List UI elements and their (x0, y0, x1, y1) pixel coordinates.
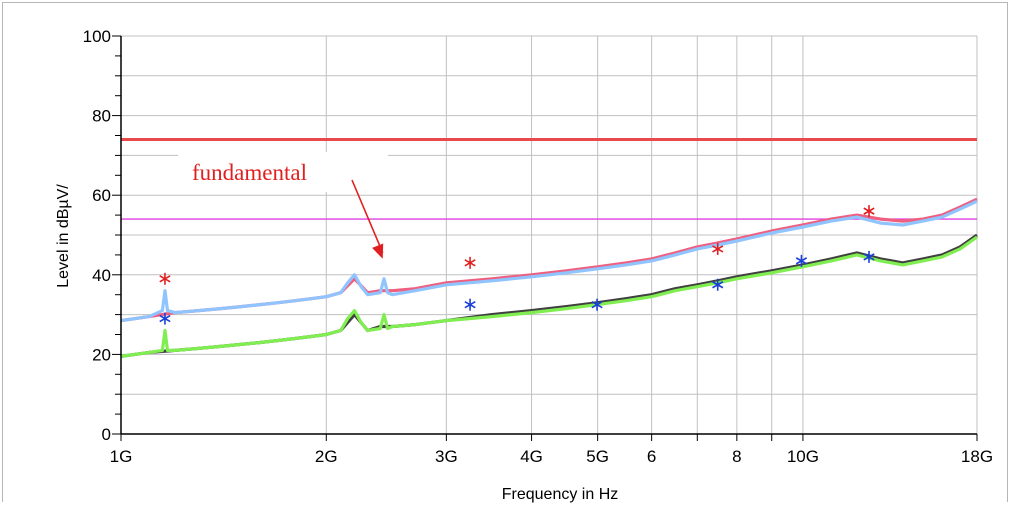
series-line-2 (120, 199, 978, 323)
annotation-background (178, 152, 388, 192)
marker-stroke (159, 314, 171, 323)
x-tick-label: 1G (110, 447, 133, 466)
annotation-arrow-head (372, 243, 384, 259)
marker-stroke (464, 300, 476, 309)
tick-labels: 0 20 40 60 80 100 1G 2G 3G 4G 5G 6 8 10G 18G (83, 27, 993, 466)
annotation-group: fundamental (178, 152, 388, 259)
marker-stroke (863, 207, 875, 215)
marker-asterisk (712, 278, 724, 291)
peak-markers (159, 205, 875, 325)
marker-stroke (591, 300, 603, 309)
annotation-text: fundamental (192, 160, 307, 185)
axes (112, 35, 978, 441)
y-tick-label: 0 (102, 425, 111, 444)
x-tick-label: 6 (647, 447, 656, 466)
x-tick-label: 8 (732, 447, 741, 466)
marker-asterisk (159, 312, 171, 325)
marker-asterisk (863, 250, 875, 263)
marker-asterisk (795, 254, 808, 267)
x-tick-label: 5G (586, 447, 609, 466)
marker-asterisk (464, 298, 476, 311)
series-line-4 (120, 235, 978, 358)
x-tick-label: 4G (520, 447, 543, 466)
marker-asterisk (712, 242, 724, 255)
y-tick-label: 100 (83, 27, 111, 46)
y-tick-label: 40 (92, 266, 111, 285)
marker-stroke (863, 253, 875, 261)
y-tick-label: 20 (92, 345, 111, 364)
annotation-arrow-line (351, 179, 384, 254)
series-line-3 (120, 233, 978, 358)
marker-stroke (795, 257, 808, 265)
marker-stroke (464, 259, 476, 267)
marker-stroke (159, 275, 171, 283)
marker-asterisk (159, 272, 171, 285)
x-tick-label: 18G (961, 447, 993, 466)
marker-asterisk (863, 205, 875, 218)
x-tick-label: 3G (435, 447, 458, 466)
y-tick-label: 60 (92, 186, 111, 205)
marker-asterisk (591, 298, 603, 311)
y-axis-label: Level in dBµV/ (55, 184, 72, 288)
marker-stroke (712, 281, 724, 289)
marker-stroke (712, 245, 724, 253)
x-tick-label: 2G (315, 447, 338, 466)
x-axis-label: Frequency in Hz (502, 486, 619, 503)
series-group (120, 197, 978, 358)
marker-asterisk (464, 256, 476, 269)
y-tick-label: 80 (92, 107, 111, 126)
grid-lines (121, 35, 978, 434)
x-tick-label: 10G (787, 447, 819, 466)
